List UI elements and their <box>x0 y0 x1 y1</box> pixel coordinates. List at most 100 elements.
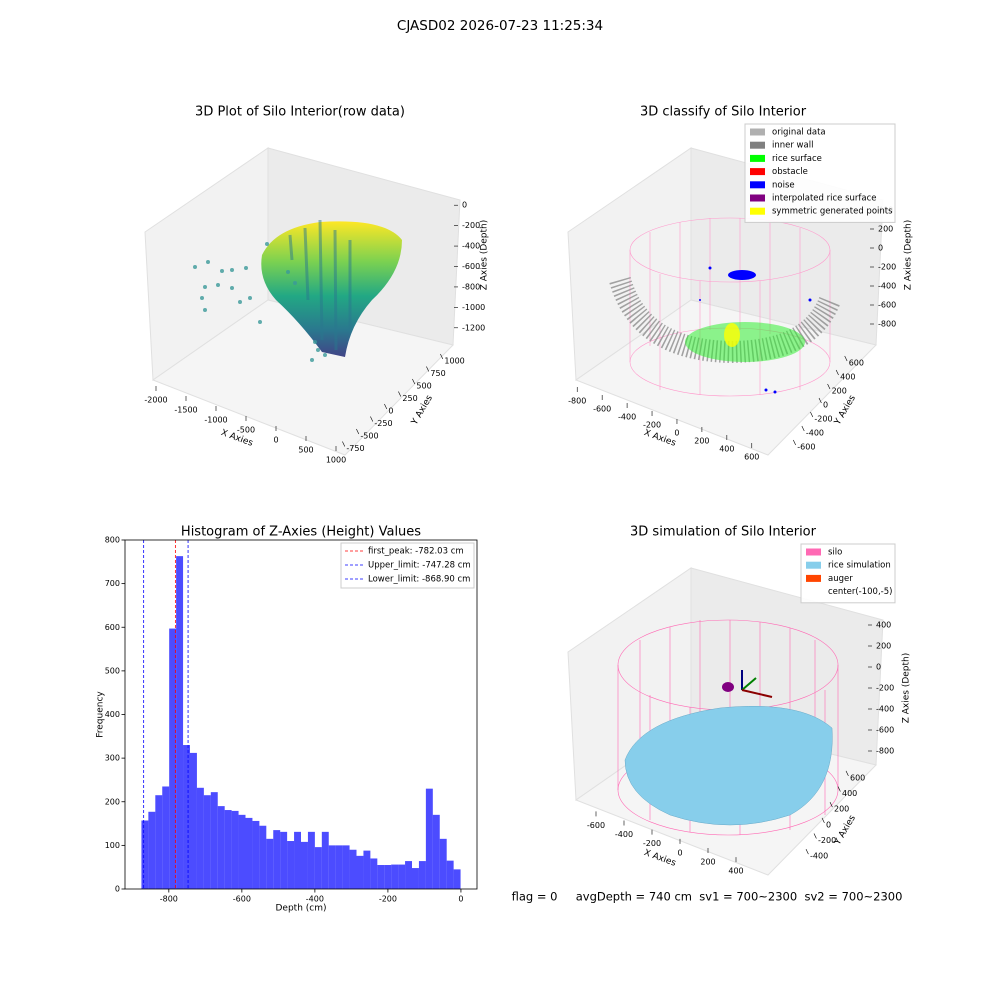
y-tick <box>835 369 839 376</box>
y-tick <box>356 428 360 435</box>
x-tick-label: 200 <box>700 857 715 866</box>
chart-title: 3D Plot of Silo Interior(row data) <box>195 105 405 120</box>
x-tick-label: -400 <box>306 895 324 904</box>
y-tick-label: 0 <box>823 401 828 410</box>
z-tick-label: 200 <box>876 642 891 651</box>
z-tick-label: -800 <box>876 747 894 756</box>
decoration <box>293 281 297 285</box>
z-tick-label: -600 <box>462 262 480 271</box>
bar <box>439 838 447 889</box>
decoration <box>261 221 402 357</box>
bar <box>391 864 399 889</box>
bar <box>384 865 392 889</box>
bar <box>356 855 364 889</box>
bar <box>189 752 197 889</box>
z-tick-label: -1000 <box>462 303 485 312</box>
y-tick <box>384 403 388 410</box>
y-tick-label: 750 <box>430 369 445 378</box>
decoration <box>193 242 327 362</box>
y-tick-label: 500 <box>416 382 431 391</box>
decoration <box>722 682 734 692</box>
x-tick-label: 200 <box>694 437 709 446</box>
x-tick-label: -200 <box>379 895 397 904</box>
bar <box>432 814 440 889</box>
x-tick-label: -600 <box>593 405 611 414</box>
x-tick-label: -1000 <box>204 416 227 425</box>
decoration <box>699 266 812 394</box>
decoration <box>741 677 757 691</box>
decoration <box>265 242 269 246</box>
bar <box>176 556 184 889</box>
z-tick-label: -800 <box>462 282 480 291</box>
y-tick-label: 0 <box>388 407 393 416</box>
bar <box>349 849 357 889</box>
figure-title: CJASD02 2026-07-23 11:25:34 <box>397 18 603 34</box>
y-tick-label: 700 <box>105 579 120 588</box>
decoration <box>699 299 701 301</box>
bar <box>162 786 170 889</box>
status-text: flag = 0 avgDepth = 740 cm sv1 = 700~230… <box>512 890 903 904</box>
decoration <box>206 260 210 264</box>
bar <box>231 810 239 889</box>
y-tick-label: 600 <box>850 773 865 782</box>
x-axis-label: X Axies <box>642 428 677 449</box>
bar <box>196 787 204 889</box>
z-tick-label: 200 <box>878 225 893 234</box>
decoration <box>238 300 242 304</box>
legend-swatch <box>750 181 765 189</box>
legend-label: noise <box>772 180 795 190</box>
bar <box>446 860 454 889</box>
z-axis-label: Z Axies (Depth) <box>902 653 912 724</box>
x-tick-label: -1500 <box>174 406 197 415</box>
y-tick <box>412 378 416 385</box>
x-tick-label: 1000 <box>326 456 346 465</box>
y-tick <box>805 849 809 855</box>
bar <box>259 825 267 889</box>
decoration <box>624 706 833 826</box>
y-tick <box>426 366 430 372</box>
decoration <box>741 689 773 698</box>
y-tick <box>398 391 402 397</box>
decoration <box>764 388 768 392</box>
legend-box <box>744 123 896 223</box>
simulation-illustration <box>617 619 839 836</box>
decoration <box>708 266 712 270</box>
legend-label: center(-100,-5) <box>828 587 892 597</box>
y-tick-label: 400 <box>840 373 855 382</box>
bar <box>245 817 253 889</box>
x-tick-label: -200 <box>643 421 661 430</box>
y-tick-label: 200 <box>832 387 847 396</box>
y-tick-label: 300 <box>105 754 120 763</box>
x-tick-label: -800 <box>568 397 586 406</box>
decoration <box>203 308 207 312</box>
z-tick-label: -400 <box>462 242 480 251</box>
legend-swatch <box>750 194 765 202</box>
z-tick-label: -200 <box>878 263 896 272</box>
legend-label: interpolated rice surface <box>772 194 877 204</box>
bar <box>203 795 211 889</box>
y-tick <box>845 770 849 776</box>
decoration <box>313 340 317 344</box>
y-tick <box>440 353 444 360</box>
legend-label: Upper_limit: -747.28 cm <box>368 561 471 571</box>
y-axis-label: Frequency <box>96 691 106 738</box>
bar <box>183 745 190 889</box>
x-tick-label: -600 <box>587 821 605 830</box>
legend-swatch <box>750 207 765 215</box>
x-tick-label: -600 <box>233 895 251 904</box>
y-tick <box>827 383 831 390</box>
bar <box>273 830 281 889</box>
x-tick-label: 0 <box>458 895 463 904</box>
decoration <box>258 320 262 324</box>
decoration <box>193 265 197 269</box>
decoration <box>286 270 290 274</box>
x-tick-label: -200 <box>643 839 661 848</box>
decoration <box>728 270 756 280</box>
legend-label: rice simulation <box>828 561 891 571</box>
decoration <box>310 358 314 362</box>
bar <box>307 831 315 889</box>
y-tick <box>844 355 848 362</box>
chart-title: Histogram of Z-Axies (Height) Values <box>181 525 421 540</box>
legend-label: Lower_limit: -868.90 cm <box>368 575 470 585</box>
y-tick-label: -500 <box>360 432 378 441</box>
